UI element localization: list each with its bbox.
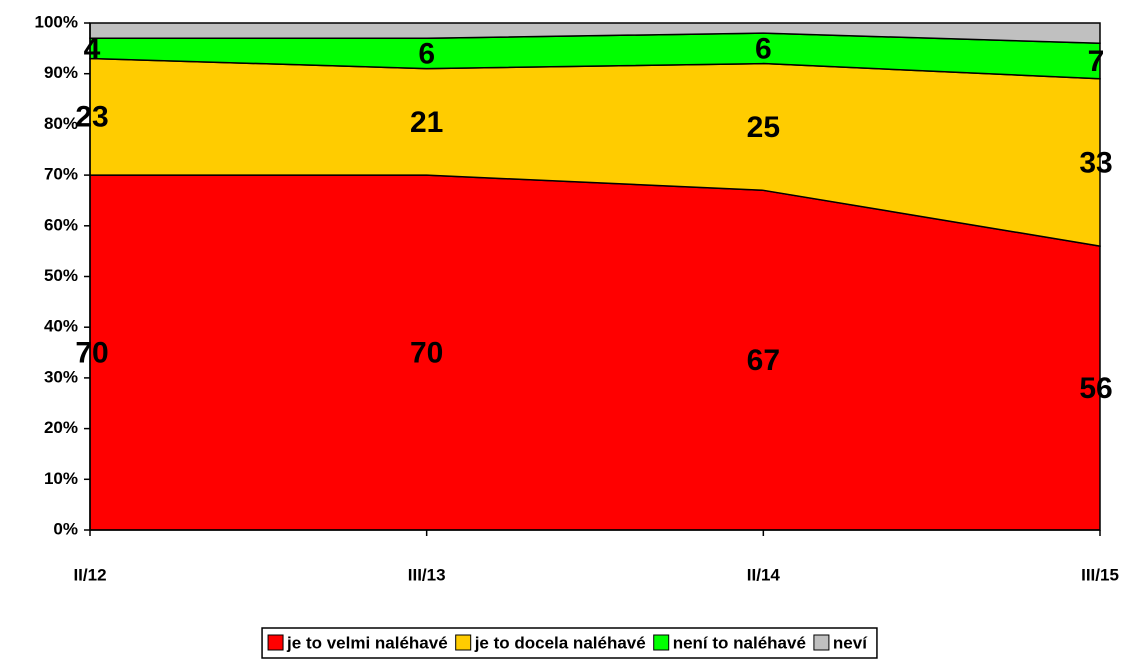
value-label: 7 <box>1088 45 1105 78</box>
y-tick-label: 50% <box>44 266 78 285</box>
value-label: 23 <box>75 101 108 134</box>
x-tick-label: II/14 <box>747 565 781 584</box>
value-label: 70 <box>75 336 108 369</box>
legend-label: není to naléhavé <box>673 633 806 652</box>
y-tick-label: 40% <box>44 317 78 336</box>
y-tick-label: 10% <box>44 469 78 488</box>
y-tick-label: 0% <box>53 519 78 538</box>
y-tick-label: 90% <box>44 63 78 82</box>
value-label: 25 <box>747 111 780 144</box>
legend-label: je to docela naléhavé <box>474 633 646 652</box>
legend-swatch <box>813 634 830 651</box>
legend-box <box>261 627 878 659</box>
x-tick-label: II/12 <box>73 565 106 584</box>
legend-swatch <box>267 634 284 651</box>
legend-swatch <box>653 634 670 651</box>
value-label: 6 <box>418 37 435 70</box>
y-tick-label: 30% <box>44 367 78 386</box>
y-tick-label: 20% <box>44 418 78 437</box>
y-tick-label: 80% <box>44 114 78 133</box>
area <box>89 174 1101 531</box>
legend-swatch <box>455 634 472 651</box>
value-label: 33 <box>1079 146 1112 179</box>
y-tick-label: 70% <box>44 165 78 184</box>
value-label: 67 <box>747 344 780 377</box>
legend-label: je to velmi naléhavé <box>286 633 448 652</box>
legend-label: neví <box>833 633 868 652</box>
y-tick-label: 100% <box>35 12 78 31</box>
value-label: 56 <box>1079 372 1112 405</box>
value-label: 6 <box>755 32 772 65</box>
legend: je to velmi naléhavé je to docela naléhav… <box>261 627 878 659</box>
value-label: 21 <box>410 106 443 139</box>
x-tick-label: III/15 <box>1081 565 1119 584</box>
value-label: 4 <box>84 32 101 65</box>
x-tick-label: III/13 <box>408 565 446 584</box>
value-label: 70 <box>410 336 443 369</box>
y-tick-label: 60% <box>44 215 78 234</box>
